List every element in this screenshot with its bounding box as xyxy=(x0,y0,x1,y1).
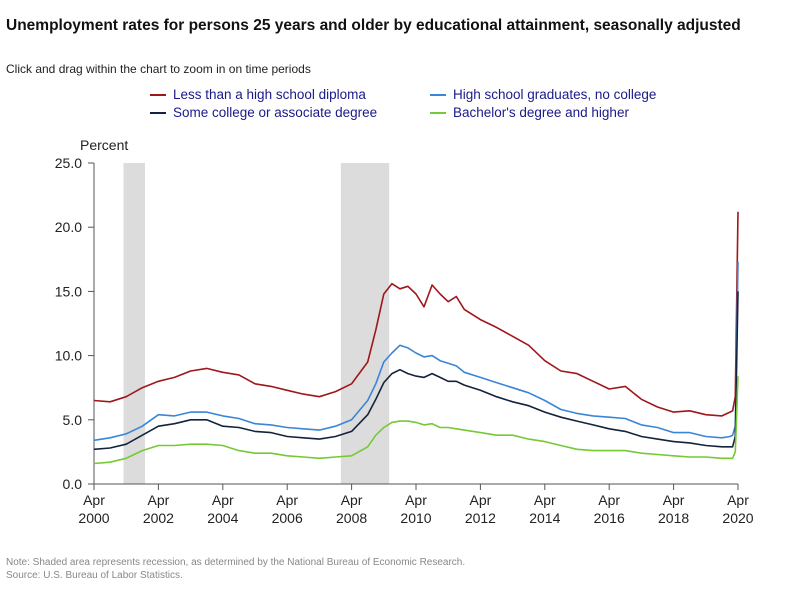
x-tick-label-month-1: Apr xyxy=(148,492,170,508)
axis-layer: 0.0 5.0 10.0 15.0 20.0 25.0 Apr 2000 Apr 2002 Apr 2… xyxy=(55,155,754,526)
x-tick-label-month-5: Apr xyxy=(405,492,427,508)
legend-swatch-bachelors xyxy=(430,111,446,114)
series-line-3 xyxy=(93,376,739,465)
x-tick-label-year-7: 2014 xyxy=(529,510,560,526)
legend-label-less-than-hs: Less than a high school diploma xyxy=(173,87,366,102)
x-tick-label-year-3: 2006 xyxy=(272,510,303,526)
legend-item-less-than-hs[interactable]: Less than a high school diploma xyxy=(150,87,366,102)
x-tick-label-month-10: Apr xyxy=(727,492,749,508)
legend-label-some-college: Some college or associate degree xyxy=(173,105,378,120)
x-tick-label-month-6: Apr xyxy=(470,492,492,508)
x-tick-label-year-8: 2016 xyxy=(594,510,625,526)
y-tick-label-2: 10.0 xyxy=(55,348,82,364)
y-tick-label-4: 20.0 xyxy=(55,219,82,235)
x-tick-label-month-4: Apr xyxy=(341,492,363,508)
y-tick-label-0: 0.0 xyxy=(63,476,83,492)
x-tick-label-month-3: Apr xyxy=(276,492,298,508)
x-tick-label-month-9: Apr xyxy=(663,492,685,508)
x-tick-label-year-5: 2010 xyxy=(400,510,431,526)
series-layer xyxy=(93,211,739,465)
x-tick-label-month-7: Apr xyxy=(534,492,556,508)
y-tick-label-1: 5.0 xyxy=(63,412,83,428)
x-tick-label-month-0: Apr xyxy=(83,492,105,508)
chart-title: Unemployment rates for persons 25 years … xyxy=(6,17,741,34)
x-tick-label-year-0: 2000 xyxy=(78,510,109,526)
x-tick-label-month-8: Apr xyxy=(598,492,620,508)
legend-item-hs-grad[interactable]: High school graduates, no college xyxy=(430,87,656,102)
legend-label-hs-grad: High school graduates, no college xyxy=(453,87,657,102)
x-tick-label-month-2: Apr xyxy=(212,492,234,508)
legend-label-bachelors: Bachelor's degree and higher xyxy=(453,105,629,120)
series-line-0 xyxy=(93,211,739,417)
legend-swatch-less-than-hs xyxy=(150,93,166,96)
legend-swatch-hs-grad xyxy=(430,93,446,96)
footnote-note: Note: Shaded area represents recession, … xyxy=(6,557,466,568)
legend-item-some-college[interactable]: Some college or associate degree xyxy=(150,105,377,120)
x-tick-label-year-9: 2018 xyxy=(658,510,689,526)
series-line-1 xyxy=(93,261,739,442)
y-axis-label: Percent xyxy=(80,137,128,153)
recession-layer xyxy=(123,163,390,484)
recession-band-0 xyxy=(123,163,145,484)
x-tick-label-year-10: 2020 xyxy=(722,510,753,526)
footnote: Note: Shaded area represents recession, … xyxy=(6,556,465,582)
x-tick-label-year-6: 2012 xyxy=(465,510,496,526)
y-tick-label-5: 25.0 xyxy=(55,155,82,171)
x-tick-label-year-4: 2008 xyxy=(336,510,367,526)
x-tick-label-year-1: 2002 xyxy=(143,510,174,526)
legend-swatch-some-college xyxy=(150,111,166,114)
x-tick-label-year-2: 2004 xyxy=(207,510,238,526)
y-tick-label-3: 15.0 xyxy=(55,283,82,299)
series-line-2 xyxy=(93,291,739,451)
recession-band-1 xyxy=(340,163,390,484)
chart-subtitle: Click and drag within the chart to zoom … xyxy=(6,62,311,76)
footnote-source: Source: U.S. Bureau of Labor Statistics. xyxy=(6,570,183,581)
chart-area[interactable]: 0.0 5.0 10.0 15.0 20.0 25.0 Apr 2000 Apr 2002 Apr 2… xyxy=(0,0,793,540)
legend-item-bachelors[interactable]: Bachelor's degree and higher xyxy=(430,105,629,120)
